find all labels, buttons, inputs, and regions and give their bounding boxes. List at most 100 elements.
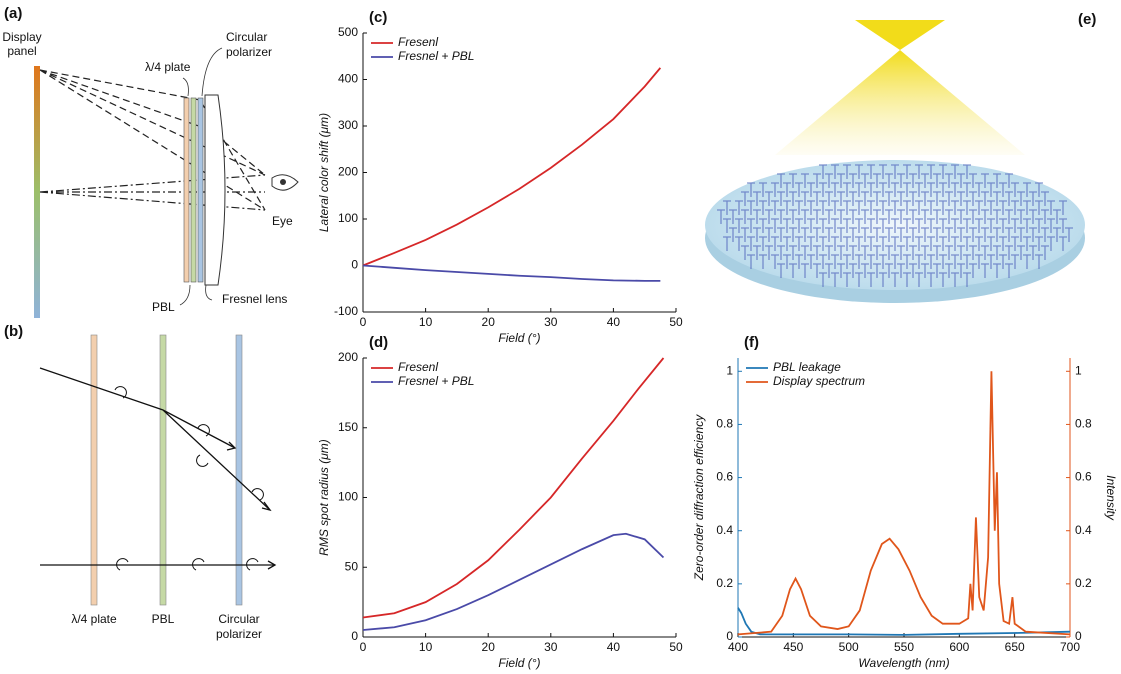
molecule <box>891 200 899 215</box>
molecule <box>1029 209 1037 224</box>
molecule <box>999 236 1007 251</box>
panel-b: (b) λ/4 plate PBL Circular polarizer <box>4 323 277 641</box>
molecule <box>807 182 815 197</box>
molecule <box>867 272 875 287</box>
molecule <box>897 245 905 260</box>
molecule <box>747 254 755 269</box>
molecule <box>945 245 953 260</box>
molecule <box>897 263 905 278</box>
panel-label: (f) <box>744 334 759 351</box>
molecule <box>939 164 947 179</box>
molecule <box>849 191 857 206</box>
molecule <box>807 254 815 269</box>
molecule <box>753 191 761 206</box>
molecule <box>771 218 779 233</box>
molecule <box>825 173 833 188</box>
molecule <box>951 272 959 287</box>
label: Display <box>2 30 41 44</box>
molecule <box>993 263 1001 278</box>
molecule <box>1065 227 1073 242</box>
molecule <box>759 236 767 251</box>
molecule <box>1005 245 1013 260</box>
y-tick-label: 500 <box>338 25 358 39</box>
series-line <box>737 607 1071 636</box>
molecule <box>933 173 941 188</box>
molecule <box>957 173 965 188</box>
molecule <box>1017 245 1025 260</box>
molecule <box>939 200 947 215</box>
molecule <box>987 236 995 251</box>
molecule <box>951 164 959 179</box>
rays <box>39 69 266 211</box>
y2-tick-label: 0 <box>1075 629 1082 643</box>
y-tick-label: 0 <box>351 629 358 643</box>
molecule <box>861 227 869 242</box>
fresnel-lens <box>204 94 226 286</box>
molecule <box>963 236 971 251</box>
molecule <box>879 182 887 197</box>
y-tick-label: 200 <box>338 350 358 364</box>
molecule <box>873 245 881 260</box>
panel-label: (c) <box>369 9 387 26</box>
molecule <box>945 263 953 278</box>
molecule <box>987 182 995 197</box>
molecule <box>1041 191 1049 206</box>
legend-label: Fresenl <box>398 360 438 374</box>
molecule <box>981 263 989 278</box>
molecule <box>903 236 911 251</box>
molecule <box>897 227 905 242</box>
x-tick-label: 500 <box>839 640 859 654</box>
molecule <box>1023 236 1031 251</box>
y-tick-label: 100 <box>338 211 358 225</box>
molecule <box>837 209 845 224</box>
molecule <box>999 182 1007 197</box>
label: PBL <box>152 612 175 626</box>
molecule <box>831 236 839 251</box>
molecule <box>885 191 893 206</box>
molecule <box>765 209 773 224</box>
molecule <box>843 200 851 215</box>
molecule <box>849 173 857 188</box>
molecule <box>1023 182 1031 197</box>
molecule <box>1047 236 1055 251</box>
molecule <box>837 227 845 242</box>
molecule <box>915 272 923 287</box>
molecule <box>789 245 797 260</box>
molecule <box>993 191 1001 206</box>
molecule <box>1017 191 1025 206</box>
label: Circular <box>226 30 267 44</box>
panel-label: (e) <box>1078 11 1096 28</box>
molecule <box>915 200 923 215</box>
molecule <box>921 191 929 206</box>
y-tick-label: 0.8 <box>716 417 733 431</box>
molecule <box>777 209 785 224</box>
x-tick-label: 550 <box>894 640 914 654</box>
molecule <box>921 209 929 224</box>
molecule <box>807 200 815 215</box>
molecule <box>1023 218 1031 233</box>
molecule <box>879 200 887 215</box>
molecule <box>939 218 947 233</box>
molecule <box>753 209 761 224</box>
y-axis-label: Lateral color shift (μm) <box>317 113 331 232</box>
molecule <box>1011 254 1019 269</box>
molecule <box>867 164 875 179</box>
molecule <box>807 236 815 251</box>
molecule <box>795 218 803 233</box>
molecule <box>801 173 809 188</box>
molecule <box>741 209 749 224</box>
x-tick-label: 450 <box>783 640 803 654</box>
molecule <box>723 218 731 233</box>
y2-tick-label: 0.2 <box>1075 576 1092 590</box>
molecule <box>927 236 935 251</box>
molecule <box>789 191 797 206</box>
molecule <box>909 173 917 188</box>
y-tick-label: 50 <box>345 559 359 573</box>
molecule <box>981 209 989 224</box>
molecule <box>927 254 935 269</box>
molecule <box>975 236 983 251</box>
y-tick-label: 0.6 <box>716 470 733 484</box>
molecule <box>789 227 797 242</box>
molecule <box>963 218 971 233</box>
molecule <box>861 245 869 260</box>
